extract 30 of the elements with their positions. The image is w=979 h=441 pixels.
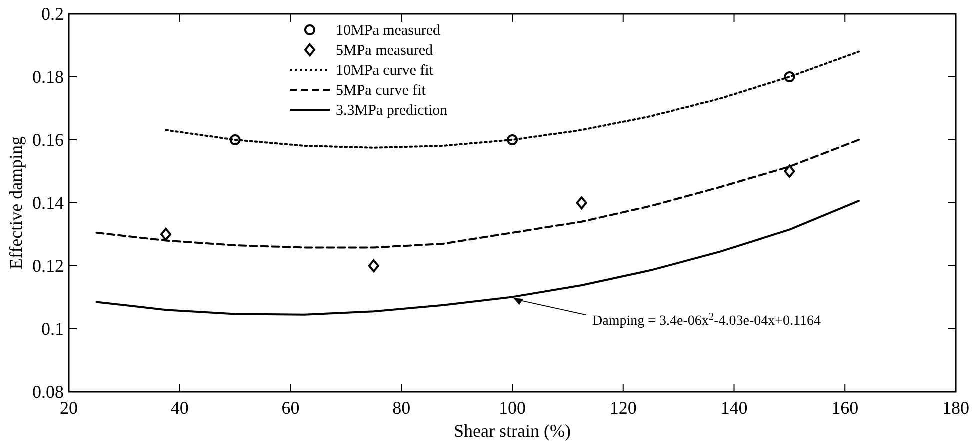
y-tick-label: 0.1 bbox=[42, 319, 64, 339]
x-tick-label: 160 bbox=[832, 398, 859, 418]
point bbox=[160, 228, 172, 241]
point bbox=[507, 134, 518, 146]
legend-label: 10MPa curve fit bbox=[336, 63, 434, 79]
x-tick-label: 140 bbox=[720, 398, 748, 418]
point bbox=[230, 134, 241, 146]
annotation: Damping = 3.4e-06x$^{2}$-4.03e-04x+0.1164 bbox=[592, 312, 822, 330]
line-series bbox=[96, 139, 860, 249]
point bbox=[784, 72, 796, 82]
point bbox=[576, 196, 588, 210]
legend-label: 3.3MPa prediction bbox=[336, 103, 448, 119]
legend-label: 10MPa measured bbox=[336, 23, 442, 39]
legend-label: 5MPa curve fit bbox=[336, 83, 427, 99]
y-tick-label: 0.2 bbox=[42, 4, 64, 24]
x-tick-label: 60 bbox=[282, 398, 300, 418]
y-axis-title: Effective damping bbox=[6, 136, 26, 270]
y-tick-label: 0.16 bbox=[32, 130, 64, 150]
x-tick-label: 120 bbox=[610, 398, 637, 418]
x-tick-label: 40 bbox=[170, 398, 189, 418]
x-tick-label: 100 bbox=[499, 398, 526, 418]
x-tick-label: 80 bbox=[392, 398, 411, 418]
point bbox=[368, 260, 380, 272]
legend-label: 5MPa measured bbox=[336, 43, 434, 59]
y-tick-label: 0.12 bbox=[32, 256, 64, 276]
x-axis-title: Shear strain (%) bbox=[454, 421, 571, 441]
x-tick-label: 180 bbox=[942, 398, 970, 418]
y-tick-label: 0.18 bbox=[32, 67, 64, 87]
point bbox=[784, 165, 796, 178]
y-tick-label: 0.14 bbox=[32, 193, 64, 213]
